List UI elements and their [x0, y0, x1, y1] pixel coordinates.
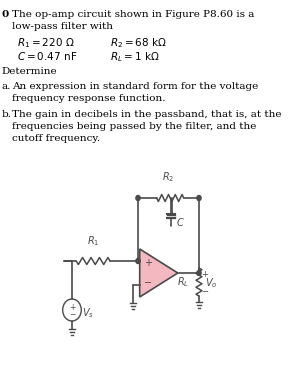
Circle shape: [197, 270, 201, 276]
Text: +: +: [69, 303, 75, 312]
Text: +: +: [201, 270, 208, 279]
Text: $R_L = 1\ \mathrm{k}\Omega$: $R_L = 1\ \mathrm{k}\Omega$: [110, 50, 160, 64]
Text: b.: b.: [2, 110, 12, 119]
Circle shape: [136, 258, 140, 264]
Text: −: −: [69, 310, 75, 320]
Text: $R_L$: $R_L$: [177, 275, 189, 289]
Circle shape: [136, 195, 140, 201]
Text: The gain in decibels in the passband, that is, at the: The gain in decibels in the passband, th…: [12, 110, 281, 119]
Text: frequencies being passed by the filter, and the: frequencies being passed by the filter, …: [12, 122, 256, 131]
Text: −: −: [144, 278, 152, 288]
Text: $R_2$: $R_2$: [162, 170, 175, 184]
Text: a.: a.: [2, 82, 11, 91]
Text: An expression in standard form for the voltage: An expression in standard form for the v…: [12, 82, 258, 91]
Text: $C = 0.47\ \mathrm{nF}$: $C = 0.47\ \mathrm{nF}$: [17, 50, 77, 62]
Text: The op-amp circuit shown in Figure P8.60 is a: The op-amp circuit shown in Figure P8.60…: [12, 10, 254, 19]
Text: $C$: $C$: [176, 216, 185, 228]
Text: Determine: Determine: [2, 67, 57, 76]
Circle shape: [197, 195, 201, 201]
Text: low-pass filter with: low-pass filter with: [12, 22, 113, 31]
Polygon shape: [140, 249, 178, 297]
Text: −: −: [201, 287, 208, 296]
Text: $R_1$: $R_1$: [87, 234, 99, 248]
Text: $V_s$: $V_s$: [82, 306, 94, 320]
Text: $V_o$: $V_o$: [205, 276, 217, 290]
Text: +: +: [144, 258, 152, 268]
Text: 0: 0: [2, 10, 9, 19]
Text: frequency response function.: frequency response function.: [12, 94, 165, 103]
Text: $R_1 = 220\ \Omega$: $R_1 = 220\ \Omega$: [17, 36, 74, 50]
Text: $R_2 = 68\ \mathrm{k}\Omega$: $R_2 = 68\ \mathrm{k}\Omega$: [110, 36, 167, 50]
Text: cutoff frequency.: cutoff frequency.: [12, 134, 100, 143]
